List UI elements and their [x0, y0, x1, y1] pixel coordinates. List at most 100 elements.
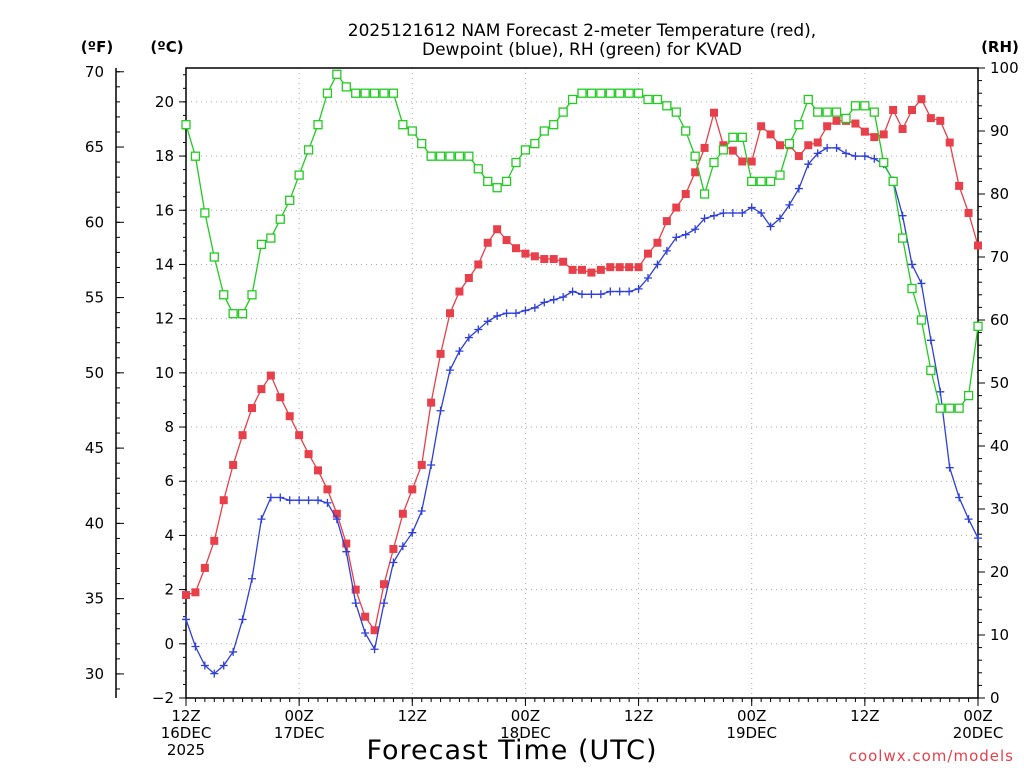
rh-unit-label: (RH) [981, 38, 1019, 56]
rh-tick-label: 90 [990, 122, 1009, 140]
axes [115, 67, 979, 699]
temperature-point [361, 612, 370, 621]
dewpoint-point [804, 160, 813, 169]
temperature-point [436, 349, 445, 358]
x-tick-label: 00Z [511, 707, 540, 725]
dewpoint-point [276, 493, 285, 502]
rh-point [237, 309, 248, 319]
dewpoint-point [219, 661, 228, 670]
fahrenheit-tick-label: 60 [85, 213, 104, 231]
rh-point [388, 88, 399, 98]
rh-point [973, 321, 983, 331]
temperature-point [370, 626, 379, 635]
dewpoint-point [813, 149, 822, 158]
dewpoint-point [295, 496, 304, 505]
rh-point [464, 151, 474, 161]
rh-point [662, 101, 672, 111]
x-tick-label: 20DEC [953, 724, 1004, 742]
temperature-point [200, 563, 209, 572]
temperature-point [908, 106, 916, 114]
x-tick-label: 00Z [737, 707, 766, 725]
rh-point [256, 239, 267, 250]
dewpoint-point [870, 154, 879, 163]
dewpoint-point [417, 507, 426, 516]
dewpoint-point [248, 574, 256, 583]
dewpoint-point [549, 295, 558, 304]
dewpoint-point [502, 309, 511, 318]
rh-tick-label: 30 [990, 500, 1009, 518]
dewpoint-point [974, 534, 982, 543]
rh-tick-label: 0 [990, 689, 1000, 707]
dewpoint-point [314, 496, 322, 505]
temperature-point [380, 580, 388, 589]
rh-point [926, 365, 936, 376]
dewpoint-point [766, 222, 775, 231]
rh-point [709, 157, 719, 168]
rh-point [869, 107, 879, 117]
dewpoint-point [776, 214, 784, 223]
temperature-point [493, 225, 502, 234]
dewpoint-point [738, 208, 747, 217]
temperature-point [823, 122, 832, 131]
dewpoint-point [521, 306, 530, 315]
temperature-point [813, 138, 822, 147]
rh-point [426, 151, 436, 161]
temperature-point [502, 236, 511, 245]
rh-point [860, 101, 870, 111]
rh-point [605, 88, 615, 98]
rh-point [615, 88, 625, 98]
temperature-point [653, 238, 662, 247]
grid [186, 68, 978, 698]
dewpoint-point [719, 208, 728, 217]
dewpoint-point [757, 208, 766, 217]
rh-tick-label: 50 [990, 374, 1009, 392]
temperature-point [210, 536, 219, 545]
fahrenheit-tick-label: 40 [85, 514, 104, 532]
temperature-point [757, 122, 766, 131]
temperature-point [191, 588, 200, 597]
celsius-tick-label: 0 [164, 635, 174, 653]
x-tick-label: 00Z [963, 707, 992, 725]
rh-point [492, 183, 502, 193]
temperature-point [945, 138, 954, 147]
temperature-point [351, 585, 360, 594]
temperature-series-line [185, 98, 979, 632]
dewpoint-point [436, 406, 445, 415]
rh-point [266, 233, 276, 243]
temperature-point [634, 263, 643, 272]
rh-point [586, 88, 597, 98]
plot-frame [185, 67, 979, 699]
rh-point [511, 157, 521, 168]
rh-point [756, 176, 766, 187]
temperature-point [644, 249, 652, 258]
celsius-tick-label: 10 [155, 364, 174, 382]
temperature-point [936, 116, 945, 125]
dewpoint-point [257, 515, 266, 524]
rh-point [181, 120, 191, 130]
celsius-tick-label: 6 [164, 472, 174, 490]
dewpoint-point [672, 233, 681, 242]
rh-point [803, 94, 813, 105]
temperature-point [295, 431, 304, 440]
temperature-point [530, 252, 539, 261]
fahrenheit-tick-label: 65 [85, 138, 104, 156]
temperature-point [304, 450, 313, 459]
rh-point [567, 94, 578, 105]
temperature-point [427, 398, 436, 407]
temperature-point [662, 217, 671, 226]
x-tick-label: 12Z [850, 707, 879, 725]
dewpoint-point [540, 298, 549, 307]
celsius-tick-label: 14 [155, 255, 174, 273]
temperature-point [229, 460, 238, 469]
ticks: −2 0 2 4 6 8 10 12 14 16 18 20 30 35 40 45 50 55 60 65 70 0 10… [85, 59, 1019, 759]
temperature-point [521, 249, 530, 258]
dewpoint-point [785, 200, 794, 209]
dewpoint-point [568, 287, 577, 296]
dewpoint-series-line [185, 147, 979, 675]
dewpoint-point [266, 493, 275, 502]
rh-point [577, 88, 587, 98]
dewpoint-point [634, 284, 643, 293]
rh-point [831, 107, 842, 117]
temperature-point [408, 485, 417, 494]
temperature-point [870, 133, 879, 142]
